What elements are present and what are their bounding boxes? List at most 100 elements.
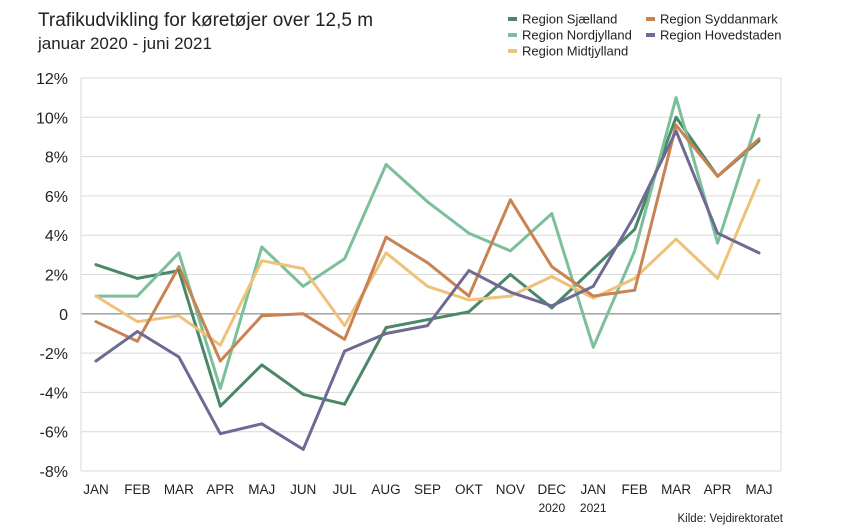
data-point xyxy=(508,294,512,298)
data-point xyxy=(94,294,98,298)
data-point xyxy=(218,343,222,347)
x-tick-label: MAJ xyxy=(248,482,275,497)
data-point xyxy=(757,178,761,182)
data-point xyxy=(550,304,554,308)
data-point xyxy=(94,359,98,363)
data-point xyxy=(633,288,637,292)
data-point xyxy=(384,251,388,255)
x-tick-label: APR xyxy=(206,482,234,497)
data-point xyxy=(136,339,139,343)
data-point xyxy=(508,249,512,253)
data-point xyxy=(384,332,388,335)
data-point xyxy=(426,318,429,322)
x-axis: JAN FEB MAR APR MAJ JUN JUL AUG SEP OKT NOV DEC JAN F… xyxy=(83,482,772,515)
data-point xyxy=(508,290,512,294)
data-point xyxy=(301,284,305,288)
x-tick-label: NOV xyxy=(496,482,525,497)
data-point xyxy=(343,349,347,353)
y-tick-label: 12% xyxy=(36,71,68,88)
x-tick-label: MAR xyxy=(661,482,691,497)
data-point xyxy=(467,269,471,272)
y-tick-label: 2% xyxy=(45,268,68,285)
legend-label: Region Midtjylland xyxy=(522,44,628,59)
x-tick-label: MAR xyxy=(164,482,194,497)
legend-label: Region Sjælland xyxy=(522,12,617,27)
data-point xyxy=(136,294,139,298)
year-label: 2021 xyxy=(580,501,607,515)
data-point xyxy=(384,235,388,239)
data-point xyxy=(301,312,305,316)
chart-subtitle: januar 2020 - juni 2021 xyxy=(37,34,212,53)
data-point xyxy=(260,245,264,249)
x-tick-label: JUL xyxy=(333,482,357,497)
data-point xyxy=(94,320,98,324)
data-point xyxy=(550,306,554,310)
data-point xyxy=(177,314,181,318)
data-point xyxy=(757,137,761,141)
data-point xyxy=(467,310,471,314)
y-tick-label: 6% xyxy=(45,189,68,206)
data-point xyxy=(716,277,719,280)
x-tick-label: OKT xyxy=(455,482,483,497)
data-point xyxy=(757,139,761,143)
y-tick-label: -6% xyxy=(40,425,68,442)
data-point xyxy=(674,96,678,100)
legend-label: Region Nordjylland xyxy=(522,28,632,43)
chart-title: Trafikudvikling for køretøjer over 12,5 … xyxy=(38,10,373,31)
data-point xyxy=(508,198,512,202)
data-point xyxy=(674,129,678,133)
data-point xyxy=(136,277,139,280)
data-point xyxy=(218,359,222,363)
data-point xyxy=(591,296,595,300)
year-label: 2020 xyxy=(538,501,565,515)
data-point xyxy=(757,113,761,117)
legend-label: Region Syddanmark xyxy=(660,12,778,27)
data-point xyxy=(177,355,181,359)
data-point xyxy=(301,267,305,271)
data-point xyxy=(633,277,637,280)
data-point xyxy=(136,320,139,324)
data-point xyxy=(343,337,347,341)
x-tick-label: JAN xyxy=(83,482,109,497)
series-lines xyxy=(94,96,761,451)
data-point xyxy=(508,273,512,276)
y-tick-label: 0 xyxy=(59,307,68,324)
data-point xyxy=(633,214,637,217)
data-point xyxy=(674,123,678,127)
data-point xyxy=(591,294,595,298)
data-point xyxy=(757,251,761,255)
data-point xyxy=(343,402,347,406)
data-point xyxy=(218,404,222,408)
data-point xyxy=(467,294,471,298)
data-point xyxy=(716,174,719,178)
data-point xyxy=(260,314,264,318)
data-point xyxy=(550,212,554,215)
x-tick-label: SEP xyxy=(414,482,441,497)
data-point xyxy=(260,422,264,426)
data-point xyxy=(136,330,139,333)
data-point xyxy=(426,200,429,204)
x-tick-label: DEC xyxy=(538,482,567,497)
data-point xyxy=(218,432,222,436)
data-point xyxy=(343,257,347,261)
source-label: Kilde: Vejdirektoratet xyxy=(678,513,784,525)
data-point xyxy=(426,324,429,327)
data-point xyxy=(218,387,222,390)
y-tick-label: 8% xyxy=(45,150,68,167)
data-point xyxy=(177,265,181,269)
data-point xyxy=(591,267,595,271)
data-point xyxy=(674,237,678,241)
x-tick-label: FEB xyxy=(622,482,648,497)
y-tick-label: -2% xyxy=(40,346,68,363)
data-point xyxy=(343,324,347,327)
data-point xyxy=(384,326,388,329)
data-point xyxy=(301,447,305,451)
y-tick-label: 4% xyxy=(45,228,68,245)
data-point xyxy=(260,363,264,367)
data-point xyxy=(426,261,429,265)
data-point xyxy=(94,263,98,267)
data-point xyxy=(467,298,471,302)
y-tick-label: -4% xyxy=(40,385,68,402)
